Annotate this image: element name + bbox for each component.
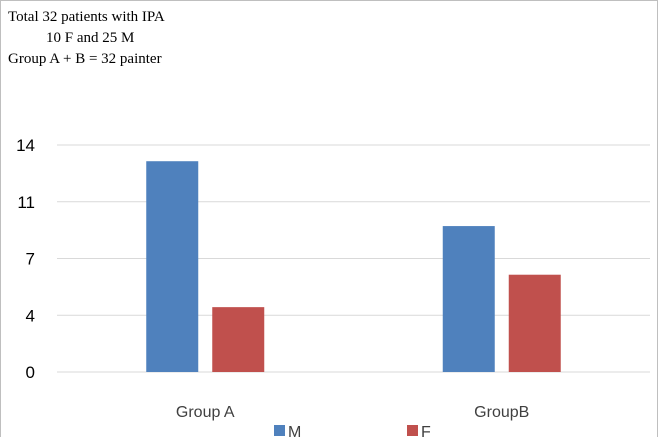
legend-swatch-f <box>407 425 418 436</box>
bar-f <box>508 274 561 372</box>
bar-f <box>212 307 265 372</box>
annotation-line-2: 10 F and 25 M <box>46 30 135 46</box>
y-tick-label: 11 <box>17 193 35 212</box>
bar-m <box>146 161 199 372</box>
y-tick-label: 4 <box>26 306 35 325</box>
legend-swatch-m <box>274 425 285 436</box>
legend-label-f: F <box>421 424 431 437</box>
annotation-line-1: Total 32 patients with IPA <box>8 9 165 25</box>
y-tick-label: 14 <box>16 136 35 155</box>
category-label: Group A <box>176 404 235 421</box>
annotation-line-3: Group A + B = 32 painter <box>8 51 162 67</box>
y-tick-label: 0 <box>26 363 35 382</box>
chart-annotation: Total 32 patients with IPA 10 F and 25 M… <box>8 7 165 70</box>
category-label: GroupB <box>474 404 529 421</box>
legend-label-m: M <box>288 424 301 437</box>
y-tick-label: 7 <box>26 250 35 269</box>
bar-m <box>442 226 495 372</box>
